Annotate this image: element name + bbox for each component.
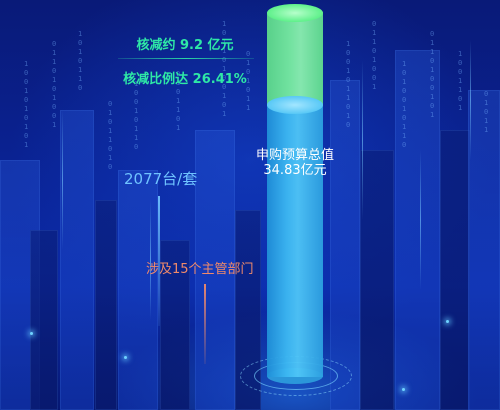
kpi-divider bbox=[118, 58, 254, 59]
cylinder-top-cap bbox=[267, 4, 323, 22]
cylinder-caption-title: 申购预算总值 bbox=[255, 148, 334, 163]
units-count-label: 2077台/套 bbox=[124, 170, 198, 188]
savings-amount-text: 核减约 9.2 亿元 bbox=[136, 38, 234, 53]
departments-count-label: 涉及15个主管部门 bbox=[146, 262, 254, 277]
departments-indicator-line bbox=[204, 284, 206, 364]
savings-rate-text: 核减比例达 26.41% bbox=[123, 72, 247, 87]
cylinder-caption-value: 34.83亿元 bbox=[263, 163, 327, 178]
cylinder-remaining-segment bbox=[267, 104, 323, 377]
units-indicator-line bbox=[158, 196, 160, 326]
cylinder-segment-boundary bbox=[267, 96, 323, 114]
cylinder-reduced-segment bbox=[267, 12, 323, 106]
